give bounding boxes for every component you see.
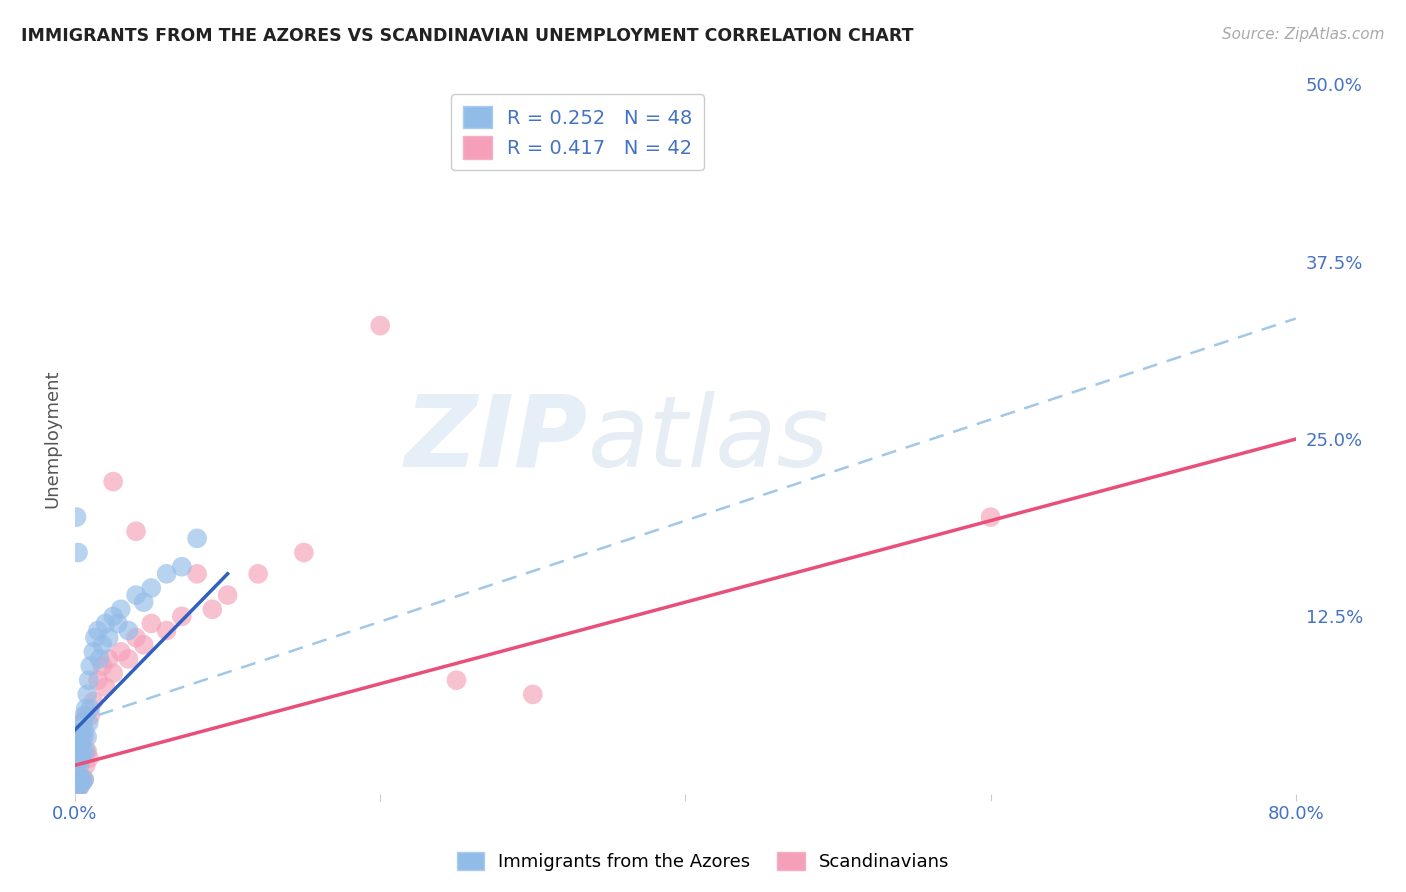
Point (77, 751, 100, 765)
Point (91, 659, 114, 673)
Point (247, 566, 270, 581)
Point (73, 772, 96, 787)
Point (72, 730, 94, 744)
Point (132, 595, 155, 609)
Point (69, 751, 91, 765)
Point (368, 318, 391, 333)
Point (141, 616, 163, 631)
Point (87, 624, 110, 638)
Point (217, 588, 239, 602)
Point (72, 715, 94, 730)
Point (107, 616, 129, 631)
Point (76, 730, 98, 744)
Point (77, 673, 100, 688)
Point (97, 631, 120, 645)
Point (75, 701, 97, 715)
Point (77, 715, 100, 730)
Point (155, 624, 177, 638)
Point (75, 708, 97, 723)
Point (117, 652, 139, 666)
Point (170, 609, 193, 624)
Point (87, 673, 110, 688)
Point (89, 652, 111, 666)
Legend: R = 0.252   N = 48, R = 0.417   N = 42: R = 0.252 N = 48, R = 0.417 N = 42 (451, 95, 704, 170)
Point (67, 780, 90, 794)
Text: ZIP: ZIP (405, 391, 588, 488)
Point (79, 708, 101, 723)
Point (76, 687, 98, 701)
Point (125, 631, 148, 645)
Text: Source: ZipAtlas.com: Source: ZipAtlas.com (1222, 27, 1385, 42)
Point (91, 638, 114, 652)
Point (97, 652, 120, 666)
Point (292, 545, 315, 559)
Point (72, 715, 94, 730)
Point (94, 616, 117, 631)
Point (75, 758, 97, 772)
Point (69, 780, 91, 794)
Point (101, 475, 124, 489)
Point (73, 723, 96, 737)
Point (70, 737, 93, 751)
Point (141, 581, 163, 595)
Point (101, 609, 124, 624)
Point (65, 780, 87, 794)
Point (65, 758, 87, 772)
Point (67, 780, 90, 794)
Point (69, 780, 91, 794)
Point (67, 744, 90, 758)
Point (65, 510, 87, 524)
Point (72, 775, 94, 789)
Point (110, 602, 132, 616)
Point (65, 758, 87, 772)
Point (170, 559, 193, 574)
Point (186, 566, 208, 581)
Point (67, 723, 90, 737)
Point (72, 772, 94, 787)
Point (94, 681, 117, 695)
Point (79, 701, 101, 715)
Point (83, 631, 105, 645)
Point (73, 730, 96, 744)
Point (69, 723, 91, 737)
Text: atlas: atlas (588, 391, 830, 488)
Point (65, 772, 87, 787)
Point (69, 758, 91, 772)
Text: IMMIGRANTS FROM THE AZORES VS SCANDINAVIAN UNEMPLOYMENT CORRELATION CHART: IMMIGRANTS FROM THE AZORES VS SCANDINAVI… (21, 27, 914, 45)
Point (79, 659, 101, 673)
Point (446, 673, 468, 688)
Point (125, 524, 148, 539)
Point (69, 730, 91, 744)
Point (522, 687, 544, 701)
Point (70, 751, 93, 765)
Point (65, 744, 87, 758)
Point (70, 772, 93, 787)
Point (69, 744, 91, 758)
Point (125, 588, 148, 602)
Point (980, 510, 1002, 524)
Point (73, 708, 96, 723)
Point (186, 532, 208, 546)
Point (76, 744, 98, 758)
Point (82, 645, 104, 659)
Point (70, 737, 93, 751)
Point (101, 666, 124, 681)
Point (70, 775, 93, 789)
Legend: Immigrants from the Azores, Scandinavians: Immigrants from the Azores, Scandinavian… (450, 845, 956, 879)
Point (132, 638, 155, 652)
Point (155, 566, 177, 581)
Point (72, 744, 94, 758)
Y-axis label: Unemployment: Unemployment (44, 370, 60, 508)
Point (110, 645, 132, 659)
Point (67, 751, 90, 765)
Point (75, 744, 97, 758)
Point (201, 602, 224, 616)
Point (73, 772, 96, 787)
Point (67, 737, 90, 751)
Point (82, 694, 104, 708)
Point (117, 624, 139, 638)
Point (67, 545, 90, 559)
